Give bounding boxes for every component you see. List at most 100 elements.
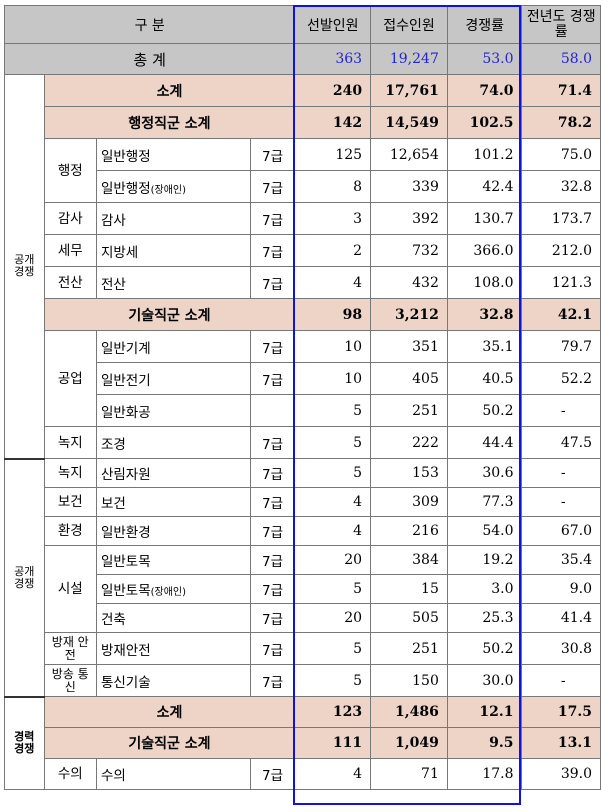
ratio-cell: 366.0: [446, 234, 523, 267]
header-row: 구 분 선발인원 접수인원 경쟁률 전년도 경쟁률: [3, 5, 601, 44]
tech-subtotal-applicants: 3,212: [370, 298, 448, 331]
prev-ratio-cell: 121.3: [521, 266, 601, 299]
series-cell: 수의: [43, 758, 97, 790]
applicants-cell: 12,654: [370, 138, 448, 171]
job-cell: 보건: [95, 487, 251, 517]
applicants-cell: 150: [370, 664, 448, 697]
group-open-upper: 공개 경쟁: [4, 74, 45, 459]
table-row: 수의 수의 7급 4 71 17.8 39.0: [5, 758, 601, 790]
series-cell: 공업: [43, 330, 97, 427]
prev-ratio-cell: 79.7: [521, 330, 601, 363]
level-cell: 7급: [249, 664, 296, 697]
career-subtotal-prev: 17.5: [521, 696, 601, 728]
total-prev: 58.0: [521, 43, 601, 75]
series-cell: 환경: [43, 516, 97, 546]
applicants-cell: 251: [370, 632, 448, 665]
level-cell: 7급: [249, 426, 296, 459]
series-cell: 세무: [43, 234, 97, 267]
job-cell: 방재안전: [95, 632, 251, 665]
ratio-cell: 50.2: [446, 632, 523, 665]
table-row: 시설 일반토목 7급 20 384 19.2 35.4: [5, 545, 601, 633]
admin-subtotal-prev: 78.2: [521, 106, 601, 139]
job-name: 일반토목: [100, 583, 151, 599]
table-row: 방송 통신 통신기술 7급 5 150 30.0 -: [5, 664, 601, 697]
career-tech-subtotal-selected: 111: [294, 727, 372, 759]
admin-subtotal-selected: 142: [294, 106, 372, 139]
career-tech-subtotal-label: 기술직군 소계: [43, 727, 296, 759]
applicants-cell: 216: [370, 516, 448, 546]
prev-ratio-cell: 39.0: [521, 758, 601, 790]
ratio-cell: 17.8: [446, 758, 523, 790]
prev-ratio-cell: 173.7: [521, 202, 601, 235]
table-row: 세무 지방세 7급 2 732 366.0 212.0: [5, 234, 601, 267]
applicants-cell: 153: [370, 458, 448, 488]
series-cell: 감사: [43, 202, 97, 235]
admin-subtotal-row: 행정직군 소계 142 14,549 102.5 78.2: [4, 106, 601, 139]
ratio-cell: 44.4: [446, 426, 523, 459]
selected-cell: 5: [294, 426, 372, 459]
applicants-cell: 732: [370, 234, 448, 267]
prev-ratio-cell: -: [521, 458, 601, 488]
applicants-cell: 405: [370, 362, 448, 395]
tech-subtotal-selected: 98: [294, 298, 372, 331]
ratio-cell: 30.6: [446, 458, 523, 488]
prev-ratio-cell: 47.5: [521, 426, 601, 459]
selected-cell: 2: [294, 234, 372, 267]
total-ratio: 53.0: [446, 43, 523, 75]
group-open-lower: 공개 경쟁: [4, 457, 45, 697]
total-selected: 363: [294, 43, 372, 75]
level-cell: 7급: [249, 574, 296, 604]
level-cell: 7급: [249, 487, 296, 517]
table-row: 일반화공 5 251 50.2 -: [5, 394, 601, 427]
selected-cell: 20: [294, 603, 372, 633]
job-cell: 지방세: [95, 234, 251, 267]
prev-ratio-cell: 52.2: [521, 362, 601, 395]
level-cell: 7급: [249, 362, 296, 395]
applicants-cell: 392: [370, 202, 448, 235]
table-row: 전산 전산 7급 4 432 108.0 121.3: [5, 266, 601, 299]
career-tech-subtotal-prev: 13.1: [521, 727, 601, 759]
ratio-cell: 25.3: [446, 603, 523, 633]
career-subtotal-row: 경력 경쟁 소계 123 1,486 12.1 17.5: [4, 695, 601, 790]
series-cell: 녹지: [43, 458, 97, 488]
ratio-cell: 30.0: [446, 664, 523, 697]
applicants-cell: 384: [370, 545, 448, 575]
job-cell: 조경: [95, 426, 251, 459]
selected-cell: 5: [294, 664, 372, 697]
career-subtotal-selected: 123: [294, 696, 372, 728]
ratio-cell: 50.2: [446, 394, 523, 427]
level-cell: 7급: [249, 234, 296, 267]
level-cell: 7급: [249, 632, 296, 665]
prev-ratio-cell: 212.0: [521, 234, 601, 267]
header-category: 구 분: [3, 5, 296, 44]
job-cell: 통신기술: [95, 664, 251, 697]
job-cell: 일반기계: [95, 330, 251, 363]
selected-cell: 5: [294, 632, 372, 665]
selected-cell: 5: [294, 394, 372, 427]
prev-ratio-cell: 30.8: [521, 632, 601, 665]
ratio-cell: 77.3: [446, 487, 523, 517]
ratio-cell: 19.2: [446, 545, 523, 575]
career-tech-subtotal-row: 기술직군 소계 111 1,049 9.5 13.1: [4, 727, 601, 759]
prev-ratio-cell: 67.0: [521, 516, 601, 546]
group-career: 경력 경쟁: [4, 695, 45, 790]
selected-cell: 20: [294, 545, 372, 575]
prev-ratio-cell: -: [521, 394, 601, 427]
admin-subtotal-applicants: 14,549: [370, 106, 448, 139]
selected-cell: 10: [294, 330, 372, 363]
prev-ratio-cell: 32.8: [521, 170, 601, 203]
job-name: 일반행정: [100, 180, 151, 197]
admin-subtotal-ratio: 102.5: [446, 106, 523, 139]
selected-cell: 4: [294, 516, 372, 546]
table-row: 일반전기 7급 10 405 40.5 52.2: [5, 362, 601, 395]
series-cell: 녹지: [43, 426, 97, 459]
applicants-cell: 15: [370, 574, 448, 604]
career-subtotal-ratio: 12.1: [446, 696, 523, 728]
ratio-cell: 101.2: [446, 138, 523, 171]
level-cell: 7급: [249, 138, 296, 171]
open-subtotal-prev: 71.4: [521, 74, 601, 107]
applicants-cell: 505: [370, 603, 448, 633]
series-cell: 전산: [43, 266, 97, 299]
open-subtotal-applicants: 17,761: [370, 74, 448, 107]
tech-subtotal-ratio: 32.8: [446, 298, 523, 331]
